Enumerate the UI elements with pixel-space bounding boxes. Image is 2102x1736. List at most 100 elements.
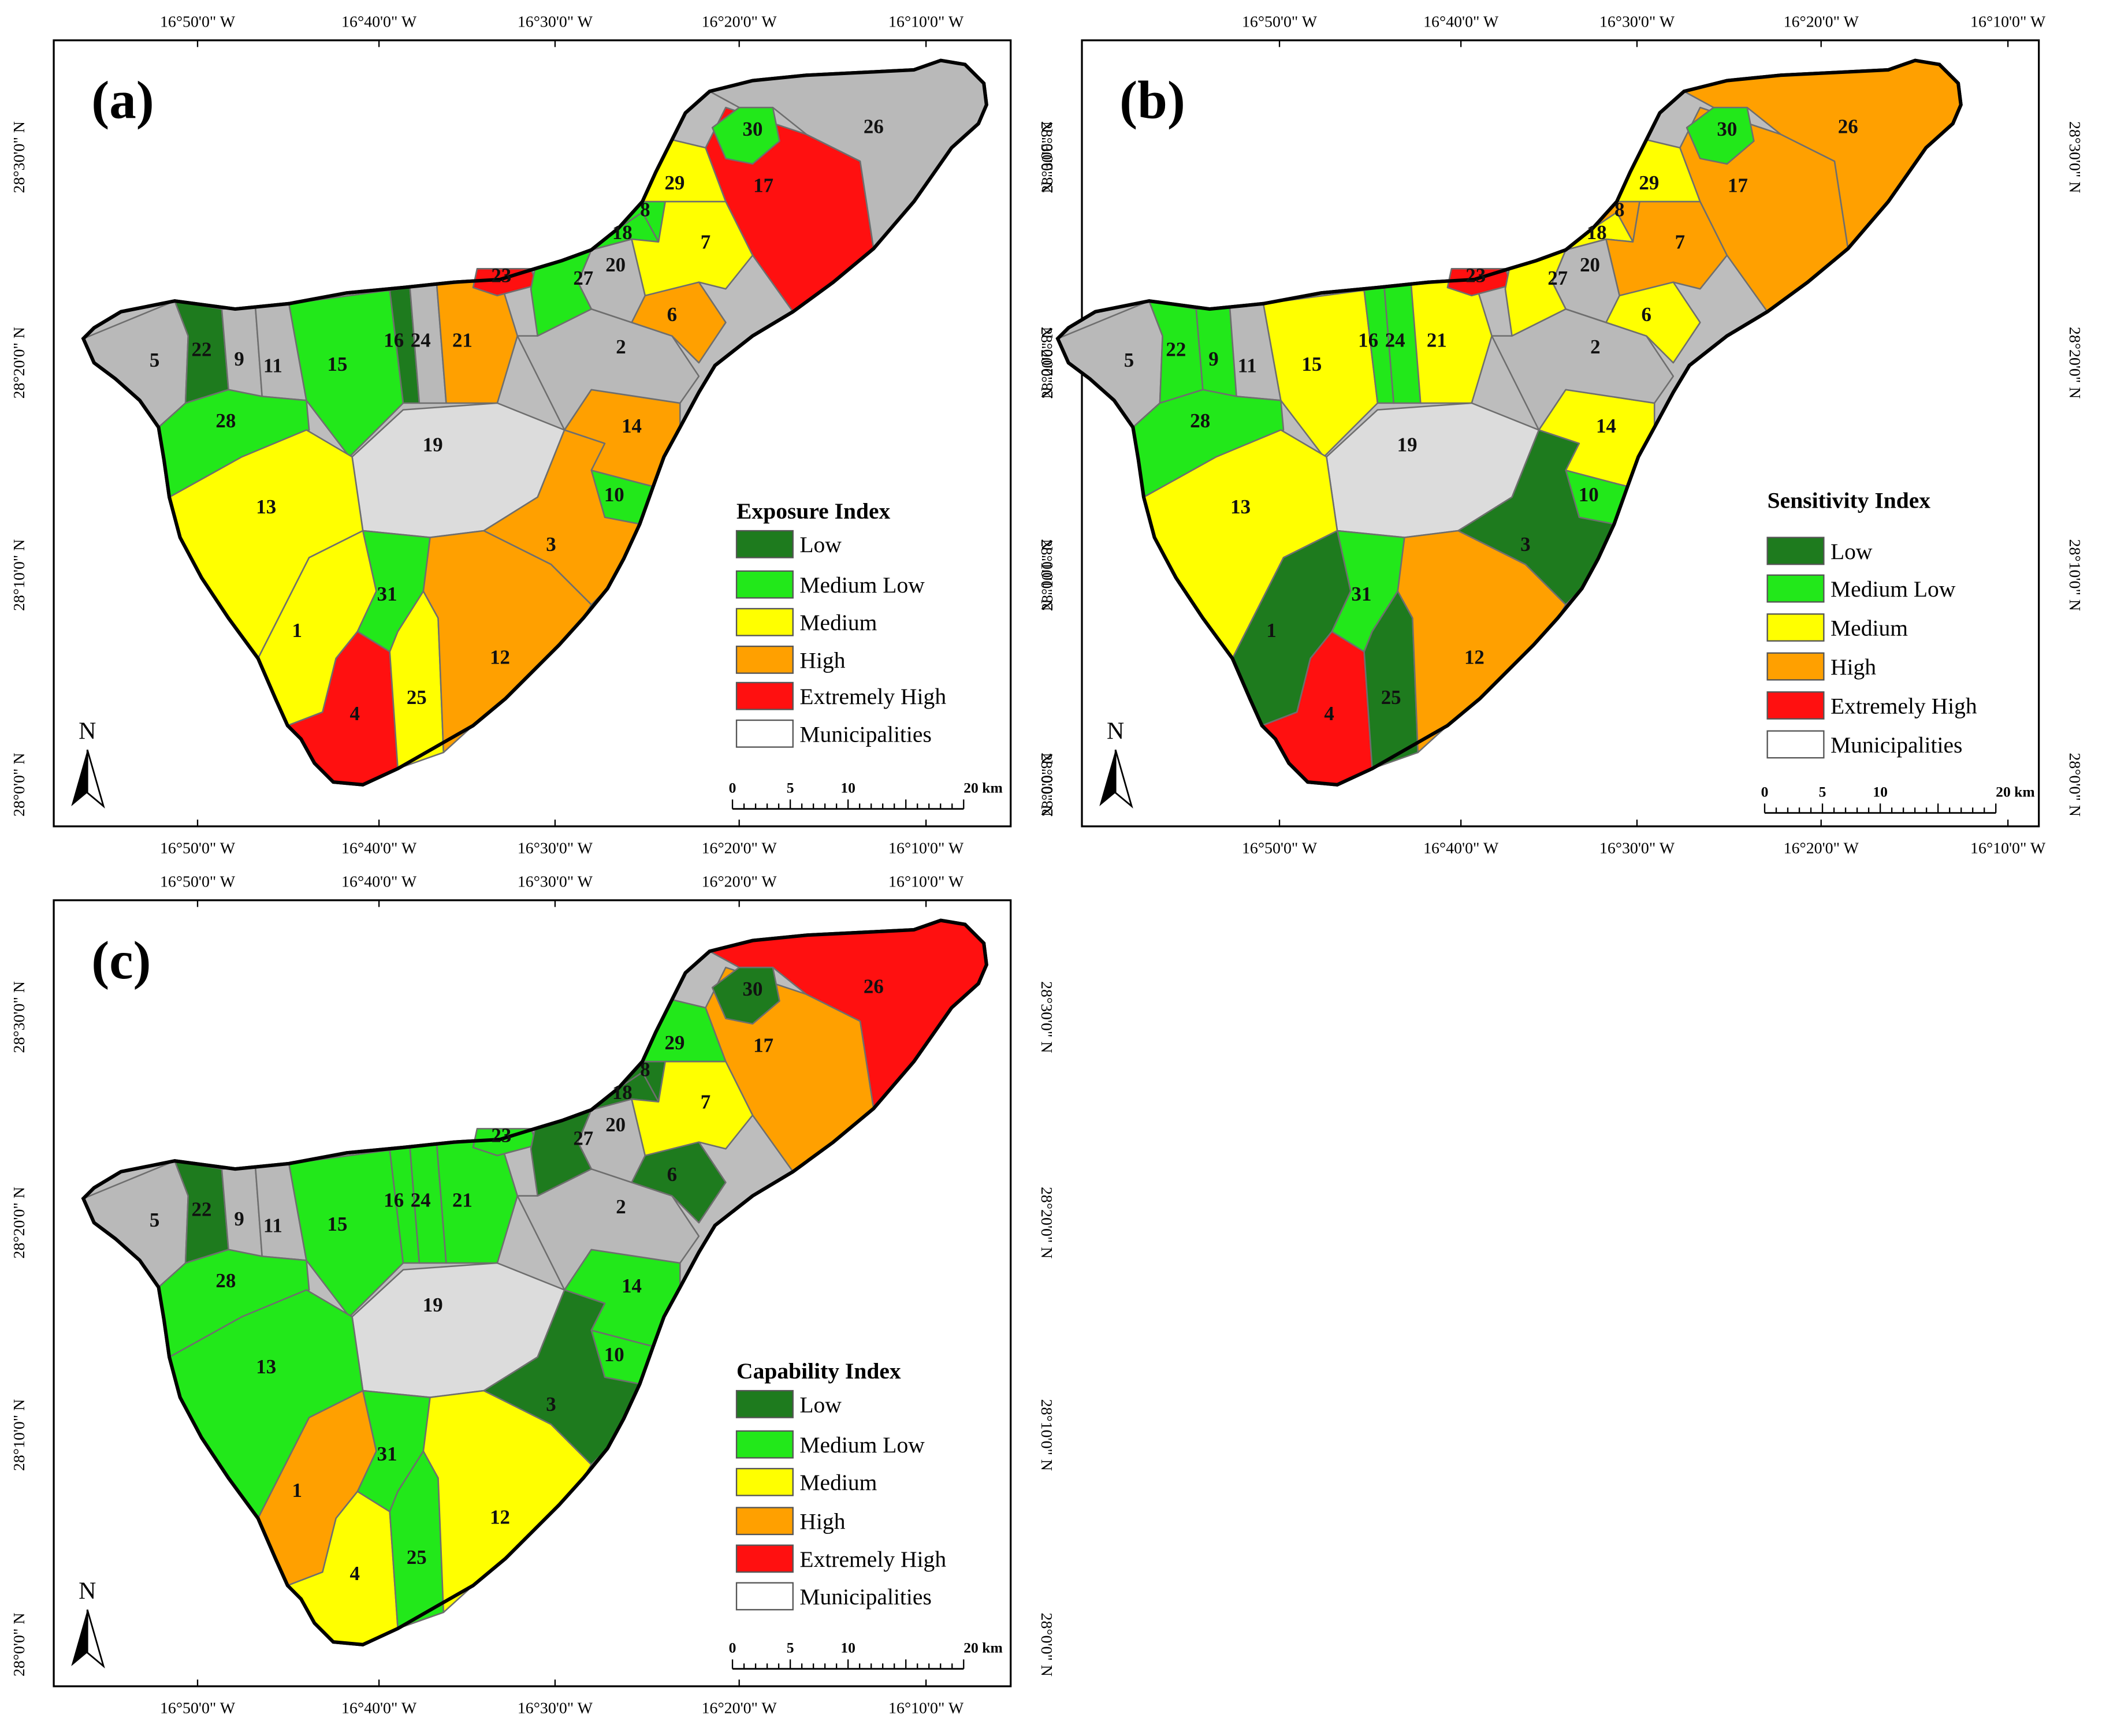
municipality-label-22: 22 bbox=[1166, 338, 1186, 361]
legend-title: Exposure Index bbox=[736, 498, 891, 524]
latitude-label-right: 28°0'0" N bbox=[1037, 752, 1055, 817]
latitude-label-left: 28°30'0" N bbox=[1039, 121, 1056, 193]
municipality-label-16: 16 bbox=[384, 1189, 404, 1211]
municipality-label-13: 13 bbox=[256, 496, 276, 518]
longitude-label-top: 16°10'0" W bbox=[1970, 13, 2046, 31]
municipality-label-23: 23 bbox=[491, 1124, 511, 1147]
legend-swatch-municipalities bbox=[735, 719, 794, 748]
north-arrow-icon bbox=[86, 1609, 105, 1668]
legend-swatch-lightgreen bbox=[735, 570, 794, 599]
legend-swatch-lightgreen bbox=[1766, 574, 1825, 603]
municipality-label-3: 3 bbox=[1520, 533, 1530, 556]
municipality-label-8: 8 bbox=[640, 199, 650, 221]
municipality-label-28: 28 bbox=[215, 1269, 236, 1292]
legend-label-orange: High bbox=[799, 1509, 845, 1534]
latitude-label-left: 28°10'0" N bbox=[10, 1399, 28, 1471]
north-label: N bbox=[79, 1578, 96, 1605]
municipality-label-10: 10 bbox=[604, 483, 624, 506]
latitude-label-left: 28°0'0" N bbox=[1039, 752, 1056, 817]
legend-label-orange: High bbox=[799, 647, 845, 673]
legend-label-yellow: Medium bbox=[1831, 615, 1908, 640]
municipality-15[interactable] bbox=[288, 289, 404, 458]
scale-bar-label: 5 bbox=[787, 780, 794, 796]
municipality-label-2: 2 bbox=[1590, 336, 1600, 358]
municipality-label-9: 9 bbox=[234, 1208, 244, 1230]
municipality-label-18: 18 bbox=[1587, 221, 1607, 244]
municipality-23[interactable] bbox=[472, 1128, 538, 1157]
municipality-15[interactable] bbox=[288, 1149, 404, 1318]
municipality-label-14: 14 bbox=[622, 415, 642, 437]
municipality-label-4: 4 bbox=[1324, 702, 1334, 725]
municipality-label-15: 15 bbox=[328, 1213, 348, 1235]
municipality-label-11: 11 bbox=[1238, 354, 1257, 377]
municipality-label-5: 5 bbox=[150, 349, 159, 371]
municipality-label-22: 22 bbox=[192, 338, 212, 361]
longitude-label-bottom: 16°30'0" W bbox=[1599, 839, 1675, 857]
latitude-label-left: 28°10'0" N bbox=[10, 539, 28, 611]
municipality-label-25: 25 bbox=[407, 686, 427, 709]
municipality-label-6: 6 bbox=[1642, 303, 1651, 326]
municipality-label-27: 27 bbox=[573, 267, 593, 289]
municipality-label-16: 16 bbox=[384, 329, 404, 351]
north-arrow-icon bbox=[1099, 750, 1116, 806]
longitude-label-bottom: 16°40'0" W bbox=[1423, 839, 1499, 857]
municipality-label-17: 17 bbox=[753, 174, 773, 197]
longitude-label-bottom: 16°40'0" W bbox=[341, 1699, 417, 1717]
municipality-label-19: 19 bbox=[423, 1294, 443, 1316]
legend-label-municipalities: Municipalities bbox=[799, 721, 931, 747]
legend-swatch-red bbox=[735, 1544, 794, 1573]
longitude-label-top: 16°50'0" W bbox=[160, 13, 236, 31]
municipality-label-18: 18 bbox=[612, 221, 633, 244]
municipality-label-12: 12 bbox=[490, 1506, 510, 1528]
longitude-label-top: 16°40'0" W bbox=[341, 13, 417, 31]
panel-c: 16°50'0" W 16°50'0" W 16°40'0" W 16°40'0" W… bbox=[10, 873, 1055, 1718]
longitude-label-bottom: 16°50'0" W bbox=[1242, 839, 1318, 857]
longitude-label-bottom: 16°30'0" W bbox=[518, 839, 593, 857]
municipality-label-4: 4 bbox=[350, 1562, 360, 1585]
legend-swatch-orange bbox=[735, 645, 794, 674]
panel-a: 16°50'0" W 16°50'0" W 16°40'0" W 16°40'0" W… bbox=[10, 13, 1055, 858]
municipality-label-1: 1 bbox=[292, 1479, 302, 1502]
longitude-label-top: 16°50'0" W bbox=[160, 873, 236, 891]
latitude-label-right: 28°10'0" N bbox=[1037, 1399, 1055, 1471]
coastline bbox=[81, 58, 988, 787]
municipality-23[interactable] bbox=[472, 268, 538, 297]
municipality-label-30: 30 bbox=[1717, 118, 1737, 140]
legend-swatch-yellow bbox=[735, 608, 794, 636]
municipality-15[interactable] bbox=[1262, 289, 1379, 458]
latitude-label-right: 28°0'0" N bbox=[2066, 752, 2084, 817]
longitude-label-bottom: 16°20'0" W bbox=[702, 1699, 777, 1717]
municipality-label-6: 6 bbox=[667, 303, 677, 326]
legend-label-darkgreen: Low bbox=[799, 1392, 842, 1417]
scale-bar-label: 5 bbox=[787, 1640, 794, 1656]
latitude-label-right: 28°30'0" N bbox=[1037, 121, 1055, 193]
municipality-label-12: 12 bbox=[490, 646, 510, 668]
municipality-label-6: 6 bbox=[667, 1163, 677, 1186]
legend-label-municipalities: Municipalities bbox=[799, 1584, 931, 1610]
latitude-label-right: 28°10'0" N bbox=[1037, 539, 1055, 611]
north-arrow-icon bbox=[86, 749, 105, 809]
latitude-label-right: 28°20'0" N bbox=[2066, 327, 2084, 398]
municipality-label-24: 24 bbox=[411, 329, 431, 351]
longitude-label-top: 16°20'0" W bbox=[702, 873, 777, 891]
municipality-label-24: 24 bbox=[1385, 329, 1405, 351]
municipality-label-9: 9 bbox=[1208, 348, 1218, 370]
municipality-label-26: 26 bbox=[864, 115, 884, 137]
municipality-label-21: 21 bbox=[452, 1189, 473, 1211]
municipality-label-10: 10 bbox=[1579, 483, 1599, 506]
legend-label-red: Extremely High bbox=[799, 684, 946, 709]
municipality-label-14: 14 bbox=[1596, 415, 1616, 437]
longitude-label-top: 16°40'0" W bbox=[341, 873, 417, 891]
municipality-label-19: 19 bbox=[1397, 434, 1418, 456]
legend-title: Capability Index bbox=[736, 1358, 901, 1384]
legend-label-orange: High bbox=[1831, 654, 1876, 680]
municipality-23[interactable] bbox=[1446, 268, 1513, 297]
municipality-label-7: 7 bbox=[1675, 230, 1685, 253]
municipality-label-9: 9 bbox=[234, 348, 244, 370]
municipality-label-20: 20 bbox=[1580, 254, 1600, 276]
legend-label-municipalities: Municipalities bbox=[1831, 732, 1962, 758]
latitude-label-right: 28°30'0" N bbox=[2066, 121, 2084, 193]
